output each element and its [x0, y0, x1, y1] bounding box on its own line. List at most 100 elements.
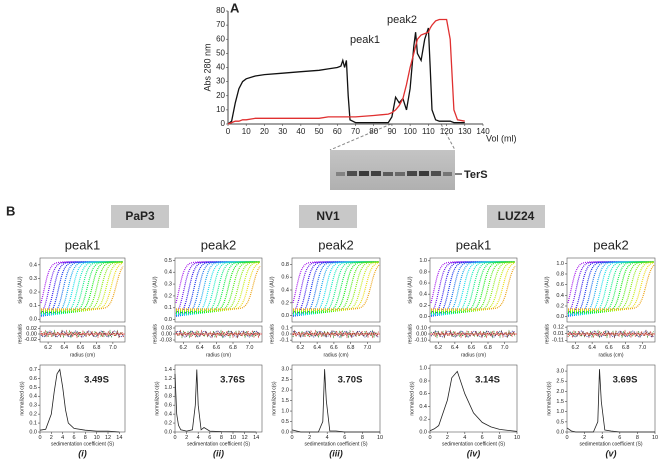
x-tick-label: 10 — [514, 435, 520, 441]
cs-line — [39, 368, 120, 433]
plot-frame — [429, 364, 518, 433]
scan-curve — [40, 261, 123, 304]
y-tick-label: 0.2 — [29, 289, 37, 295]
y-tick-label: 50 — [216, 48, 225, 57]
y-tick-label: 0.8 — [281, 262, 289, 268]
panel-number: (ii) — [213, 448, 224, 458]
y-tick-label: 2.5 — [556, 379, 564, 385]
y-tick-label: 0.0 — [556, 429, 564, 435]
y-tick-label: 0.8 — [419, 378, 427, 384]
y-axis-label: signal (AU) — [152, 276, 158, 303]
group-label: NV1 — [316, 209, 340, 223]
y-tick-label: 0.6 — [164, 403, 172, 409]
y-axis-label: residuals — [544, 323, 550, 344]
scan-curve — [176, 261, 260, 314]
scan-curve — [41, 261, 124, 312]
y-tick-label: 0.3 — [29, 403, 37, 409]
scan-curve — [41, 261, 123, 312]
y-axis-label: normalized c(s) — [271, 381, 277, 416]
cs-line — [174, 369, 257, 433]
connector — [329, 123, 392, 151]
x-tick-label: 6.6 — [77, 345, 85, 351]
scan-curve — [430, 261, 515, 304]
x-tick-label: 8 — [361, 435, 364, 441]
y-tick-label: 0.8 — [556, 271, 564, 277]
y-tick-label: 1.0 — [419, 258, 427, 264]
x-axis-label: radius (cm) — [323, 352, 348, 358]
x-tick-label: 6 — [343, 435, 346, 441]
x-tick-label: 6.4 — [588, 345, 596, 351]
y-tick-label: 0.5 — [281, 419, 289, 425]
plot-frame — [174, 257, 263, 323]
scan-curve — [292, 261, 379, 304]
scan-curve — [176, 262, 261, 311]
y-tick-label: 0.4 — [419, 292, 427, 298]
x-tick-label: 80 — [369, 127, 378, 136]
x-tick-label: 8 — [636, 435, 639, 441]
scan-curve — [431, 261, 515, 313]
y-tick-label: 0.0 — [29, 429, 37, 435]
y-tick-label: 1.4 — [164, 367, 172, 373]
y-tick-label: 0.3 — [29, 276, 37, 282]
x-tick-label: 6.6 — [605, 345, 613, 351]
x-axis-label: radius (cm) — [598, 352, 623, 358]
y-tick-label: 20 — [216, 91, 225, 100]
x-axis-label: radius (cm) — [206, 352, 231, 358]
scan-curve — [175, 261, 260, 304]
y-tick-label: 0.10 — [416, 325, 427, 331]
y-tick-label: 1.0 — [281, 409, 289, 415]
panel-title: peak1 — [65, 237, 100, 252]
y-tick-label: 0.2 — [281, 300, 289, 306]
x-axis-label: radius (cm) — [461, 352, 486, 358]
y-tick-label: 0.0 — [281, 313, 289, 319]
x-tick-label: 6.2 — [179, 345, 187, 351]
x-tick-label: 6 — [72, 435, 75, 441]
plot-frame — [566, 257, 656, 323]
y-tick-label: -0.10 — [414, 338, 427, 344]
x-axis-label: sedimentation coefficient (S) — [580, 441, 643, 447]
x-tick-label: 7.0 — [109, 345, 117, 351]
peak-value: 3.49S — [84, 375, 109, 386]
plot-frame — [291, 364, 381, 433]
x-tick-label: 6.2 — [572, 345, 580, 351]
scan-curve — [293, 264, 380, 310]
x-tick-label: 50 — [315, 127, 324, 136]
scan-curve — [567, 261, 654, 315]
x-tick-label: 6.4 — [313, 345, 321, 351]
scan-curve — [175, 261, 260, 317]
y-tick-label: 0.2 — [419, 417, 427, 423]
x-tick-label: 2 — [446, 435, 449, 441]
y-tick-label: 0.5 — [556, 419, 564, 425]
y-tick-label: 0.00 — [416, 331, 427, 337]
scan-curve — [430, 261, 515, 317]
plot-frame — [566, 364, 656, 433]
x-tick-label: 4 — [61, 435, 64, 441]
y-axis-label: normalized c(s) — [409, 381, 415, 416]
residual-scatter — [175, 329, 261, 339]
y-tick-label: 0.6 — [556, 282, 564, 288]
y-tick-label: 0.00 — [26, 331, 37, 337]
x-tick-label: 7.0 — [639, 345, 647, 351]
scan-curve — [41, 261, 123, 314]
scan-curve — [568, 264, 655, 310]
y-tick-label: 0.0 — [419, 314, 427, 320]
residual-scatter — [430, 329, 516, 339]
y-tick-label: 0.5 — [29, 385, 37, 391]
x-tick-label: 10 — [242, 127, 251, 136]
peak-value: 3.69S — [613, 375, 638, 386]
cs-line — [429, 370, 518, 432]
y-tick-label: 1.0 — [556, 409, 564, 415]
panel-number: (iii) — [329, 448, 343, 458]
x-tick-label: 2 — [308, 435, 311, 441]
x-tick-label: 10 — [230, 435, 236, 441]
y-tick-label: 1.5 — [556, 399, 564, 405]
y-tick-label: 0.4 — [29, 394, 37, 400]
scan-curve — [431, 261, 515, 314]
x-tick-label: 40 — [296, 127, 305, 136]
y-tick-label: -0.1 — [280, 338, 289, 344]
scan-curve — [292, 261, 379, 315]
x-tick-label: 70 — [351, 127, 360, 136]
residual-scatter — [292, 329, 379, 339]
x-axis-label: radius (cm) — [70, 352, 95, 358]
gel-label: TerS — [464, 169, 488, 181]
